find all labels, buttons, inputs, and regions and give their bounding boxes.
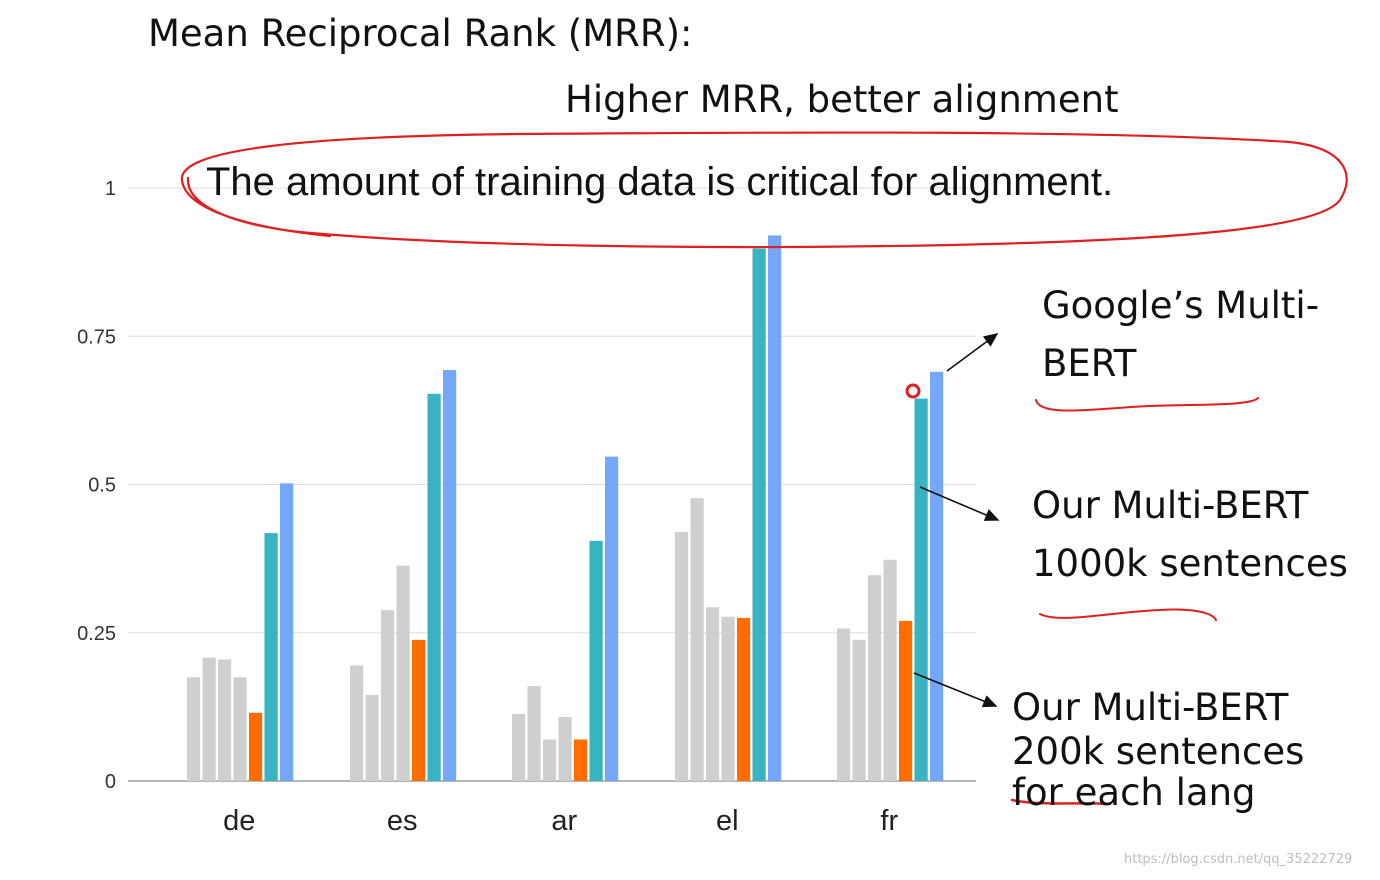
x-category-label: de	[223, 805, 255, 837]
x-axis-categories: de es ar el fr	[223, 805, 898, 837]
bar-ar-4	[574, 739, 588, 781]
x-category-label: el	[716, 805, 739, 837]
bar-es-4	[412, 639, 426, 781]
bar-ar-0	[512, 713, 526, 781]
annotation-ours-1000k: Our Multi-BERT 1000k sentences	[1032, 484, 1348, 587]
red-ellipse-stroke	[180, 131, 1348, 249]
annotation-line: Google’s Multi-	[1042, 284, 1320, 327]
bar-fr-0	[837, 628, 851, 781]
bar-es-1	[365, 695, 379, 781]
annotation-line: 200k sentences	[1012, 730, 1305, 774]
bar-el-2	[706, 607, 720, 781]
bar-el-3	[721, 616, 735, 781]
annotation-line: Our Multi-BERT	[1032, 484, 1309, 527]
annotation-google-multibert: Google’s Multi- BERT	[1042, 284, 1319, 387]
arrow-200k	[913, 672, 998, 708]
bar-de-3	[233, 677, 247, 781]
bar-ar-2	[543, 739, 557, 781]
bar-el-5	[752, 248, 766, 782]
bar-el-1	[690, 498, 704, 781]
claim-text: The amount of training data is critical …	[206, 160, 1114, 204]
red-underline-200k	[1010, 798, 1112, 806]
bar-de-2	[218, 659, 232, 781]
bar-el-0	[675, 531, 689, 781]
red-underline-1000k	[1039, 608, 1217, 621]
bar-de-5	[264, 533, 278, 781]
watermark: https://blog.csdn.net/qq_35222729	[1124, 852, 1353, 867]
annotation-ours-200k: Our Multi-BERT 200k sentences for each l…	[1012, 686, 1304, 815]
bar-fr-1	[852, 639, 866, 781]
bar-es-6	[443, 370, 457, 781]
bar-es-3	[396, 565, 410, 781]
y-axis-ticks: 0 0.25 0.5 0.75 1	[77, 178, 116, 793]
arrow-1000k	[919, 486, 1000, 521]
arrow-google	[946, 333, 999, 372]
bar-de-6	[280, 483, 294, 781]
x-category-label: es	[387, 805, 418, 837]
y-tick-label: 0	[105, 771, 116, 793]
bar-el-4	[737, 617, 751, 781]
bar-es-0	[350, 665, 364, 781]
annotation-arrows	[913, 333, 1000, 708]
annotation-line: Our Multi-BERT	[1012, 686, 1289, 729]
y-tick-label: 0.75	[77, 326, 116, 348]
bar-fr-2	[868, 575, 882, 781]
slide-subtitle: Higher MRR, better alignment	[565, 78, 1119, 121]
red-pointer-dot	[905, 383, 921, 399]
annotation-line: BERT	[1042, 342, 1137, 386]
bar-es-5	[427, 393, 441, 781]
annotation-line: 1000k sentences	[1032, 542, 1348, 586]
bar-el-6	[768, 235, 782, 781]
bar-ar-3	[558, 716, 572, 781]
annotation-line: for each lang	[1012, 770, 1256, 814]
bar-ar-5	[589, 540, 603, 781]
slide-title: Mean Reciprocal Rank (MRR):	[148, 12, 693, 55]
bar-ar-6	[605, 456, 619, 781]
y-tick-label: 0.5	[88, 475, 116, 497]
x-category-label: ar	[551, 805, 577, 837]
red-underline-google	[1035, 397, 1259, 412]
y-tick-label: 0.25	[77, 623, 116, 645]
handwritten-annotations	[180, 131, 1348, 806]
x-category-label: fr	[880, 805, 898, 837]
bar-ar-1	[527, 686, 541, 781]
bar-de-4	[249, 712, 263, 781]
bar-fr-4	[899, 620, 913, 781]
bar-fr-5	[914, 398, 928, 781]
bar-de-1	[202, 657, 216, 781]
bar-fr-3	[883, 559, 897, 781]
y-tick-label: 1	[105, 178, 116, 200]
bars	[187, 235, 944, 782]
bar-de-0	[187, 677, 201, 781]
bar-fr-6	[930, 371, 944, 781]
bar-es-2	[381, 610, 395, 781]
